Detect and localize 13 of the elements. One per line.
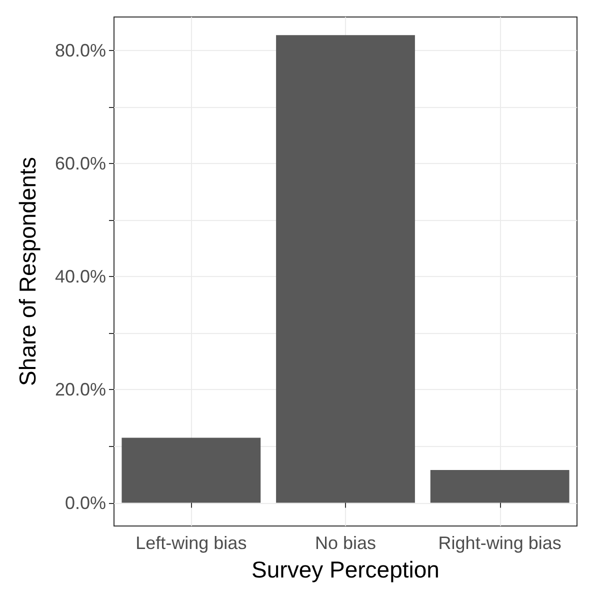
x-tick-label: No bias: [314, 533, 376, 553]
y-tick-label: 80.0%: [54, 40, 106, 60]
y-tick-label: 20.0%: [54, 380, 106, 400]
y-tick-label: 60.0%: [54, 153, 106, 174]
y-axis-title: Share of Respondents: [14, 157, 40, 386]
x-tick-label: Right-wing bias: [438, 533, 562, 553]
y-tick-label: 40.0%: [54, 266, 106, 287]
bar: [122, 438, 261, 503]
bar: [430, 470, 570, 503]
bar: [276, 35, 415, 503]
x-tick-label: Left-wing bias: [136, 533, 247, 553]
x-axis-title: Survey Perception: [252, 556, 440, 582]
y-tick-label: 0.0%: [64, 492, 106, 513]
